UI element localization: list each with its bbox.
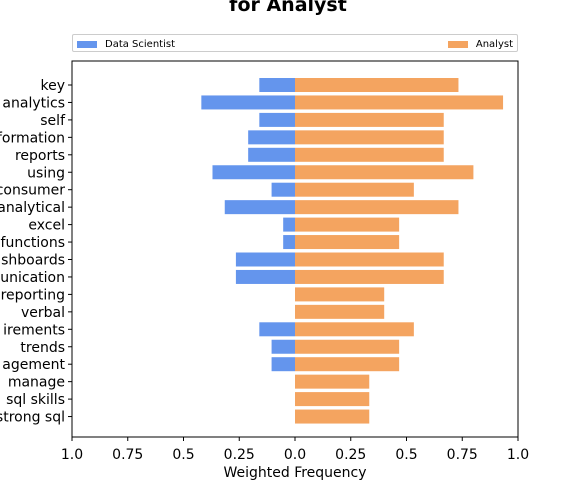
y-tick-label: analytical xyxy=(0,200,65,216)
legend-entry-data-scientist: Data Scientist xyxy=(77,37,175,51)
bar-analyst-irements xyxy=(295,322,414,337)
x-tick-label: 0.25 xyxy=(335,447,366,463)
bar-analyst-analytics xyxy=(295,95,504,110)
bar-analyst-shboards xyxy=(295,252,444,267)
y-tick-label: sql skills xyxy=(6,392,65,408)
legend-entry-analyst: Analyst xyxy=(447,37,513,51)
x-tick-label: 1.0 xyxy=(61,447,83,463)
y-tick-label: consumer xyxy=(0,183,65,199)
bar-data-scientist-using xyxy=(212,165,295,180)
bar-analyst-verbal xyxy=(295,304,385,319)
legend-swatch-analyst xyxy=(447,40,468,48)
y-tick-label: agement xyxy=(2,357,65,373)
bar-analyst-self xyxy=(295,112,444,127)
y-tick-label: irements xyxy=(3,322,65,338)
bar-data-scientist-analytics xyxy=(201,95,295,110)
y-tick-label: using xyxy=(27,165,65,181)
bar-analyst-reporting xyxy=(295,287,385,302)
bar-analyst-sql-skills xyxy=(295,392,370,407)
bar-data-scientist-self xyxy=(259,112,295,127)
x-tick-label: 0.0 xyxy=(284,447,306,463)
y-tick-label: analytics xyxy=(2,95,65,111)
y-tick-label: trends xyxy=(20,340,65,356)
y-tick-label: reporting xyxy=(1,287,65,303)
x-axis-label: Weighted Frequency xyxy=(223,465,366,481)
legend-swatch-data-scientist xyxy=(77,40,97,48)
bar-data-scientist-shboards xyxy=(235,252,295,267)
bar-data-scientist-consumer xyxy=(271,182,295,197)
bar-data-scientist-excel xyxy=(283,217,295,232)
bar-data-scientist-key xyxy=(259,78,295,92)
x-tick-label: 0.25 xyxy=(224,447,255,463)
y-tick-label: self xyxy=(40,113,66,129)
y-tick-label: functions xyxy=(1,235,65,251)
x-axis: 1.0 0.75 0.5 0.25 0.0 0.25 0.5 0.75 1.0 xyxy=(61,437,529,463)
x-tick-label: 0.75 xyxy=(447,447,478,463)
x-tick-label: 0.5 xyxy=(395,447,417,463)
bar-analyst-reports xyxy=(295,147,444,162)
bar-analyst-key xyxy=(295,78,459,92)
bar-analyst-agement xyxy=(295,357,400,372)
bar-analyst-analytical xyxy=(295,200,459,215)
legend-label-data-scientist: Data Scientist xyxy=(105,38,175,50)
y-tick-label: key xyxy=(40,78,65,94)
bar-data-scientist-trends xyxy=(271,339,295,354)
bar-data-scientist-reports xyxy=(248,147,295,162)
bar-analyst-excel xyxy=(295,217,400,232)
bar-analyst-strong-sql xyxy=(295,409,370,424)
y-tick-label: strong sql xyxy=(0,410,65,426)
bar-analyst-using xyxy=(295,165,474,180)
x-tick-label: 1.0 xyxy=(507,447,529,463)
bar-analyst-trends xyxy=(295,339,400,354)
y-tick-label: formation xyxy=(0,130,65,146)
y-tick-label: manage xyxy=(8,375,65,391)
y-tick-label: shboards xyxy=(1,253,65,269)
bar-analyst-unication xyxy=(295,269,444,284)
bar-data-scientist-analytical xyxy=(224,200,295,215)
bar-data-scientist-irements xyxy=(259,322,295,337)
bar-analyst-manage xyxy=(295,374,370,389)
bar-analyst-formation xyxy=(295,130,444,145)
bar-analyst-consumer xyxy=(295,182,414,197)
x-tick-label: 0.75 xyxy=(112,447,143,463)
chart-legend: Data Scientist Analyst xyxy=(72,34,518,52)
bar-data-scientist-formation xyxy=(248,130,295,145)
chart-title: for Analyst xyxy=(229,0,347,16)
legend-label-analyst: Analyst xyxy=(475,38,513,50)
y-tick-label: unication xyxy=(0,270,65,286)
y-tick-label: reports xyxy=(15,148,65,164)
bars-layer xyxy=(201,78,504,424)
bar-data-scientist-functions xyxy=(283,235,295,250)
bar-data-scientist-unication xyxy=(235,269,295,284)
y-tick-label: excel xyxy=(28,218,65,234)
y-tick-label: verbal xyxy=(21,305,65,321)
bar-analyst-functions xyxy=(295,235,400,250)
x-tick-label: 0.5 xyxy=(172,447,194,463)
bar-data-scientist-agement xyxy=(271,357,295,372)
